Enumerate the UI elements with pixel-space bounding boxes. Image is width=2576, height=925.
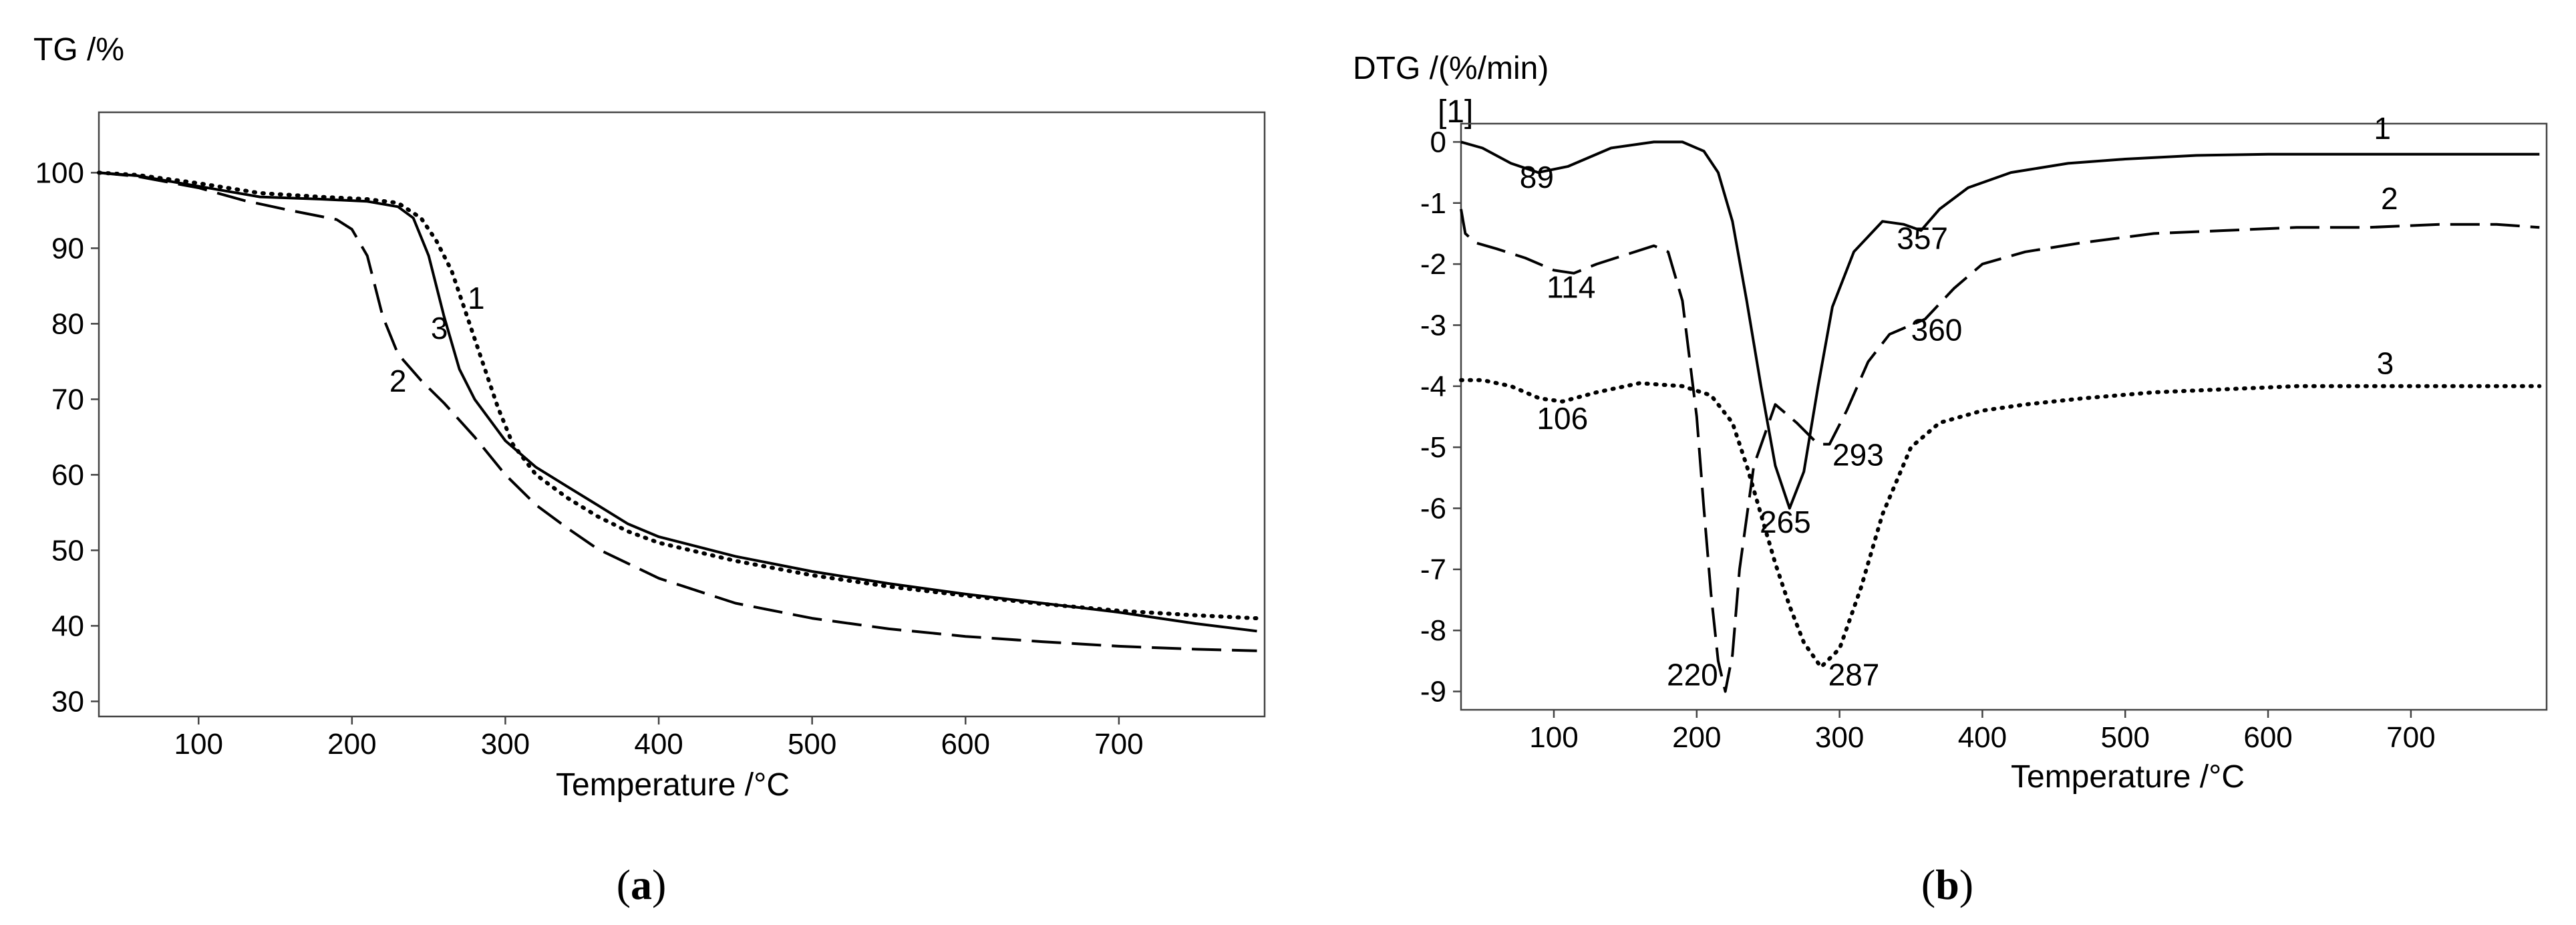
x-tick-label: 100 [174,728,223,761]
y-tick-label: -3 [1420,309,1446,342]
y-tick-label: -8 [1420,614,1446,647]
y-tick-label: 60 [51,458,84,491]
x-tick-label: 400 [634,728,683,761]
y-tick-label: 40 [51,610,84,642]
annotation-label: 287 [1828,657,1880,692]
tg-panel-caption: (a) [617,861,667,908]
dtg-x-axis-title: Temperature /°C [2011,759,2245,795]
x-tick-label: 400 [1958,721,2007,754]
annotation-label: 220 [1667,657,1718,692]
dtg-ticks: 100 200 300 400 500 600 700 0 -1 -2 -3 -4 -5 -6 -7 -8 -9 [1420,126,2436,754]
annotation-label: 89 [1520,160,1554,194]
tg-ticks: 100 200 300 400 500 600 700 30 40 50 60 70 80 90 100 [35,156,1144,761]
x-tick-label: 300 [1815,721,1864,754]
annotation-label: 3 [2377,346,2394,381]
annotation-label: 2 [389,364,407,398]
x-tick-label: 500 [788,728,836,761]
annotation-label: 265 [1760,505,1811,539]
dtg-y-axis-title: DTG /(%/min) [1353,51,1549,86]
y-tick-label: 50 [51,534,84,567]
y-tick-label: -1 [1420,187,1446,220]
series-2-line [1460,209,2540,693]
dtg-panel-caption: (b) [1921,861,1973,908]
y-tick-label: 30 [51,685,84,718]
y-tick-label: 90 [51,232,84,265]
tg-x-axis-title: Temperature /°C [556,767,790,803]
annotation-label: 106 [1537,401,1588,436]
x-tick-label: 600 [2243,721,2292,754]
x-tick-label: 100 [1529,721,1578,754]
x-tick-label: 700 [1094,728,1143,761]
x-tick-label: 500 [2101,721,2150,754]
y-tick-label: -4 [1420,370,1446,403]
dtg-annotations: 1 89 357 2 114 360 3 106 293 265 220 287 [1520,111,2398,692]
y-tick-label: 70 [51,383,84,416]
y-tick-label: -9 [1420,676,1446,708]
annotation-label: 1 [468,281,485,315]
x-tick-label: 200 [327,728,376,761]
y-tick-label: 100 [35,156,84,189]
dtg-axes [1460,122,2548,711]
tg-panel: TG /% 100 200 300 400 500 600 700 30 40 50 60 70 80 9… [33,32,1266,908]
y-tick-label: -2 [1420,248,1446,281]
series-1-line [1460,140,2540,510]
y-tick-label: 80 [51,307,84,340]
y-tick-label: 0 [1430,126,1446,158]
dtg-panel: DTG /(%/min) [1] 100 200 300 400 500 600 7000-… [1353,51,2548,908]
annotation-label: 293 [1832,438,1884,473]
y-tick-label: -7 [1420,553,1446,586]
series-3-line [98,171,1257,633]
tg-axes [98,111,1266,718]
plot-frame [1460,122,2548,711]
annotation-label: 357 [1897,221,1948,255]
x-tick-label: 600 [941,728,990,761]
x-tick-label: 300 [481,728,530,761]
annotation-label: 1 [2374,111,2391,146]
series-3-line [1459,378,2542,670]
series-1-line [97,170,1259,621]
series-2-line [98,171,1257,652]
tg-y-axis-title: TG /% [33,32,124,68]
x-tick-label: 200 [1672,721,1721,754]
tg-annotations: 132 [389,281,485,398]
x-tick-label: 700 [2386,721,2435,754]
y-tick-label: -5 [1420,431,1446,464]
plot-frame [98,111,1266,718]
dtg-series-group [1459,140,2542,693]
annotation-label: 114 [1547,269,1595,304]
tg-series-group [97,170,1259,652]
annotation-label: 2 [2381,181,2398,216]
annotation-label: 3 [431,311,448,346]
y-tick-label: -6 [1420,493,1446,525]
annotation-label: 360 [1911,312,1963,347]
